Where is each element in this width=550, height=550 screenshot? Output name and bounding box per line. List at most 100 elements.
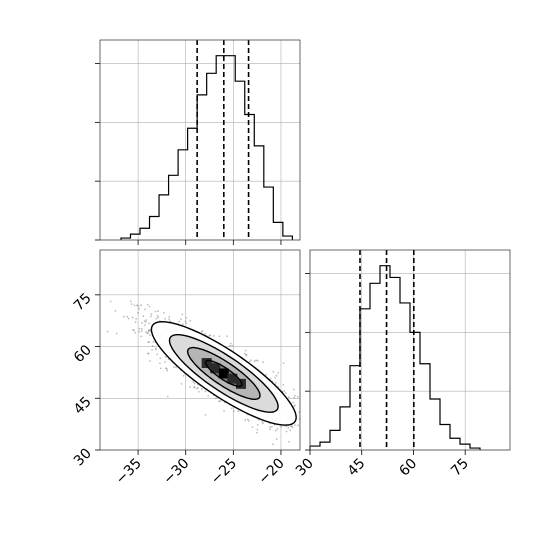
density-point	[223, 410, 226, 412]
density-point	[181, 313, 184, 316]
density-point	[138, 327, 141, 330]
density-point	[282, 362, 285, 364]
density-point	[150, 313, 153, 316]
density-point	[148, 329, 151, 331]
density-point	[114, 310, 117, 312]
density-point	[149, 360, 152, 362]
density-point	[157, 310, 159, 313]
density-point	[165, 367, 168, 370]
density-point	[204, 390, 207, 393]
density-point	[115, 332, 118, 335]
density-point	[248, 360, 251, 363]
density-point	[293, 388, 295, 391]
density-point	[155, 317, 158, 320]
density-point	[130, 303, 133, 305]
density-point	[137, 311, 140, 314]
density-point	[140, 304, 143, 307]
density-frame	[99, 249, 301, 451]
density-point	[275, 438, 278, 440]
density-point	[180, 383, 183, 385]
density-point	[274, 429, 277, 432]
density-point	[166, 395, 169, 398]
density-point	[164, 361, 166, 363]
density-point	[127, 317, 130, 320]
density-point	[185, 322, 188, 325]
density-point	[201, 330, 204, 332]
density-point	[244, 349, 247, 352]
density-point	[291, 426, 294, 429]
density-point	[152, 341, 155, 343]
density-panel: −35 −30 −25 −20 30 45 60 75	[71, 249, 301, 488]
density-point	[218, 400, 220, 403]
density-point	[262, 361, 264, 364]
density-point	[269, 378, 272, 380]
density-point	[136, 304, 138, 307]
density-point	[193, 386, 196, 389]
density-point	[243, 352, 246, 355]
density-point	[145, 331, 148, 334]
density-core-cell	[218, 368, 229, 379]
density-core-cell	[235, 378, 246, 389]
density-point	[144, 308, 146, 311]
density-point	[168, 315, 171, 318]
density-point	[140, 335, 143, 338]
density-point	[282, 384, 285, 386]
density-contour-line-1	[168, 334, 279, 413]
density-point	[169, 320, 171, 323]
density-point	[129, 300, 132, 303]
density-point	[184, 320, 187, 323]
density-point	[151, 349, 153, 351]
density-point	[151, 345, 154, 348]
density-point	[261, 420, 264, 423]
density-point	[275, 374, 278, 377]
density-point	[294, 404, 296, 407]
hist-y-frame	[309, 249, 511, 451]
density-point	[290, 425, 293, 428]
density-point	[230, 407, 233, 410]
hist-x-frame	[99, 39, 301, 241]
density-point	[180, 318, 182, 321]
density-point	[280, 425, 282, 428]
density-point	[133, 304, 136, 307]
density-point	[189, 386, 191, 388]
density-point	[195, 387, 198, 390]
density-point	[294, 424, 296, 426]
density-point	[293, 405, 295, 408]
density-core-cell	[227, 373, 238, 384]
density-point	[284, 392, 287, 395]
density-point	[157, 316, 160, 319]
density-point	[109, 300, 112, 303]
density-point	[277, 371, 280, 374]
density-point	[204, 414, 207, 416]
density-point	[146, 303, 149, 306]
density-point	[175, 366, 177, 369]
density-point	[155, 348, 157, 351]
density-point	[253, 360, 256, 363]
density-point	[285, 430, 288, 433]
hist-y-xtick-label-3: 75	[448, 456, 472, 480]
density-point	[159, 367, 162, 370]
density-point	[256, 431, 258, 434]
density-point	[185, 317, 188, 319]
density-point	[292, 401, 295, 404]
hist-y-histogram-step	[309, 265, 481, 450]
density-point	[244, 419, 247, 421]
density-xtick-label-3: −20	[256, 456, 288, 488]
density-point	[150, 315, 152, 318]
density-point	[163, 312, 165, 314]
hist-y-xtick-label-2: 60	[396, 456, 420, 480]
density-point	[226, 335, 229, 338]
density-point	[138, 330, 141, 333]
density-point	[134, 321, 137, 324]
density-point	[255, 359, 258, 362]
density-xtick-label-2: −25	[208, 456, 240, 488]
density-point	[288, 396, 290, 398]
density-point	[181, 323, 184, 326]
density-point	[246, 418, 249, 421]
density-point	[193, 382, 196, 385]
density-point	[256, 423, 259, 426]
density-point	[189, 319, 192, 322]
density-contour-line-2	[186, 346, 261, 400]
density-point	[276, 427, 279, 430]
density-point	[145, 319, 148, 321]
